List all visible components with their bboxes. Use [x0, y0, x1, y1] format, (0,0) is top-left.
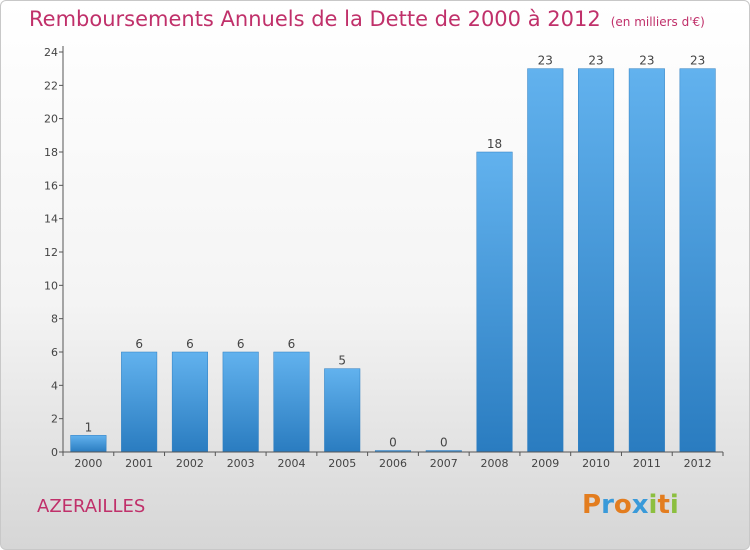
y-tick-label-2: 2	[51, 413, 58, 426]
x-tick-label-2003: 2003	[227, 457, 255, 470]
proxiti-logo: Proxiti	[582, 490, 679, 520]
chart-title: Remboursements Annuels de la Dette de 20…	[29, 7, 705, 31]
y-tick-label-14: 14	[44, 213, 58, 226]
axes-group: 2000 2001 2002 2003 2004 2005 2006 2007 2008 2009…	[44, 46, 724, 470]
x-tick-label-2005: 2005	[328, 457, 356, 470]
x-tick-label-2012: 2012	[684, 457, 712, 470]
logo-letter: i	[669, 490, 679, 520]
data-label-2011: 23	[639, 54, 654, 68]
x-tick-label-2004: 2004	[277, 457, 305, 470]
bars-group: 1 6 6 6 6 5 0 0 18 23 23 23 23	[70, 54, 716, 453]
bar-2009	[527, 68, 564, 453]
logo-letter: P	[582, 490, 602, 520]
x-tick-label-2011: 2011	[633, 457, 661, 470]
bar-2011	[628, 68, 665, 453]
y-tick-label-0: 0	[51, 446, 58, 459]
y-tick-label-6: 6	[51, 346, 58, 359]
y-tick-label-10: 10	[44, 279, 58, 292]
data-label-2008: 18	[487, 137, 502, 151]
x-tick-label-2000: 2000	[74, 457, 102, 470]
logo-letter: r	[601, 490, 614, 520]
bar-2012	[679, 68, 716, 453]
x-tick-label-2007: 2007	[430, 457, 458, 470]
data-label-2006: 0	[389, 436, 397, 450]
x-tick-label-2009: 2009	[531, 457, 559, 470]
x-tick-label-2008: 2008	[481, 457, 509, 470]
y-tick-label-16: 16	[44, 179, 58, 192]
bar-2002	[171, 351, 208, 453]
data-label-2009: 23	[538, 54, 553, 68]
y-tick-label-8: 8	[51, 313, 58, 326]
data-label-2005: 5	[338, 354, 346, 368]
bar-2001	[121, 351, 158, 453]
logo-letter: i	[648, 490, 658, 520]
y-tick-label-22: 22	[44, 79, 58, 92]
data-label-2003: 6	[237, 337, 245, 351]
commune-name: AZERAILLES	[37, 496, 146, 517]
logo-letter: t	[657, 490, 670, 520]
x-tick-label-2001: 2001	[125, 457, 153, 470]
y-tick-label-24: 24	[44, 46, 58, 59]
y-tick-label-12: 12	[44, 246, 58, 259]
y-tick-label-20: 20	[44, 113, 58, 126]
data-label-2001: 6	[135, 337, 143, 351]
data-label-2010: 23	[588, 54, 603, 68]
y-tick-label-18: 18	[44, 146, 58, 159]
data-label-2002: 6	[186, 337, 194, 351]
data-label-2004: 6	[288, 337, 296, 351]
title-text: Remboursements Annuels de la Dette de 20…	[29, 7, 601, 31]
bar-2004	[273, 351, 310, 453]
logo-letter: o	[613, 490, 632, 520]
bar-2005	[324, 368, 361, 453]
y-tick-label-4: 4	[51, 379, 58, 392]
x-tick-label-2010: 2010	[582, 457, 610, 470]
bar-2010	[578, 68, 615, 453]
data-label-2007: 0	[440, 436, 448, 450]
unit-note: (en milliers d'€)	[610, 15, 705, 29]
bar-2008	[476, 151, 513, 453]
logo-letter: x	[631, 490, 649, 520]
x-tick-label-2002: 2002	[176, 457, 204, 470]
data-label-2012: 23	[690, 54, 705, 68]
bar-2003	[222, 351, 259, 453]
bar-2000	[70, 435, 107, 453]
data-label-2000: 1	[85, 420, 93, 434]
x-tick-label-2006: 2006	[379, 457, 407, 470]
